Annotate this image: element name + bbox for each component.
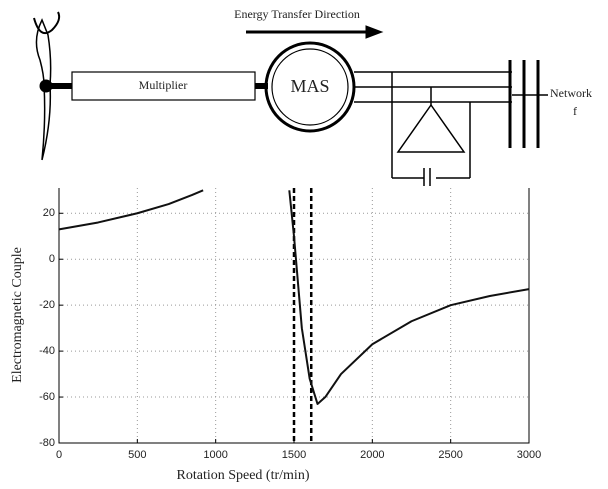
x-tick-label: 1000	[203, 449, 227, 461]
blade-top	[33, 11, 61, 34]
network-sub: f	[573, 104, 577, 118]
gearbox-label: Multiplier	[139, 78, 188, 92]
diagram	[33, 11, 548, 186]
machine-inner	[271, 48, 349, 126]
blade	[35, 18, 52, 161]
arrow-label: Energy Transfer Direction	[234, 7, 360, 21]
y-tick-label: -40	[39, 345, 55, 357]
x-tick-label: 0	[56, 449, 62, 461]
axes	[58, 188, 530, 444]
y-tick-label: -20	[39, 299, 55, 311]
y-tick-label: 20	[43, 207, 55, 219]
plot: -80 -60 -40 -20 0 20 0 500 1000 1500 2000 2500 3000	[39, 188, 541, 461]
y-axis-label: Electromagnetic Couple	[10, 247, 25, 383]
x-tick-label: 2500	[438, 449, 462, 461]
x-tick-label: 2000	[360, 449, 384, 461]
machine-label: MAS	[290, 76, 329, 96]
x-tick-label: 500	[128, 449, 146, 461]
network-label: Network	[550, 86, 592, 100]
x-tick-label: 1500	[282, 449, 306, 461]
data-line	[58, 189, 530, 405]
x-axis-label: Rotation Speed (tr/min)	[177, 468, 310, 483]
arrow-head	[365, 25, 384, 39]
y-tick-label: -60	[39, 391, 55, 403]
bus-lines	[354, 60, 548, 186]
x-tick-label: 3000	[517, 449, 541, 461]
y-tick-label: -80	[39, 437, 55, 449]
y-tick-label: 0	[49, 253, 55, 265]
